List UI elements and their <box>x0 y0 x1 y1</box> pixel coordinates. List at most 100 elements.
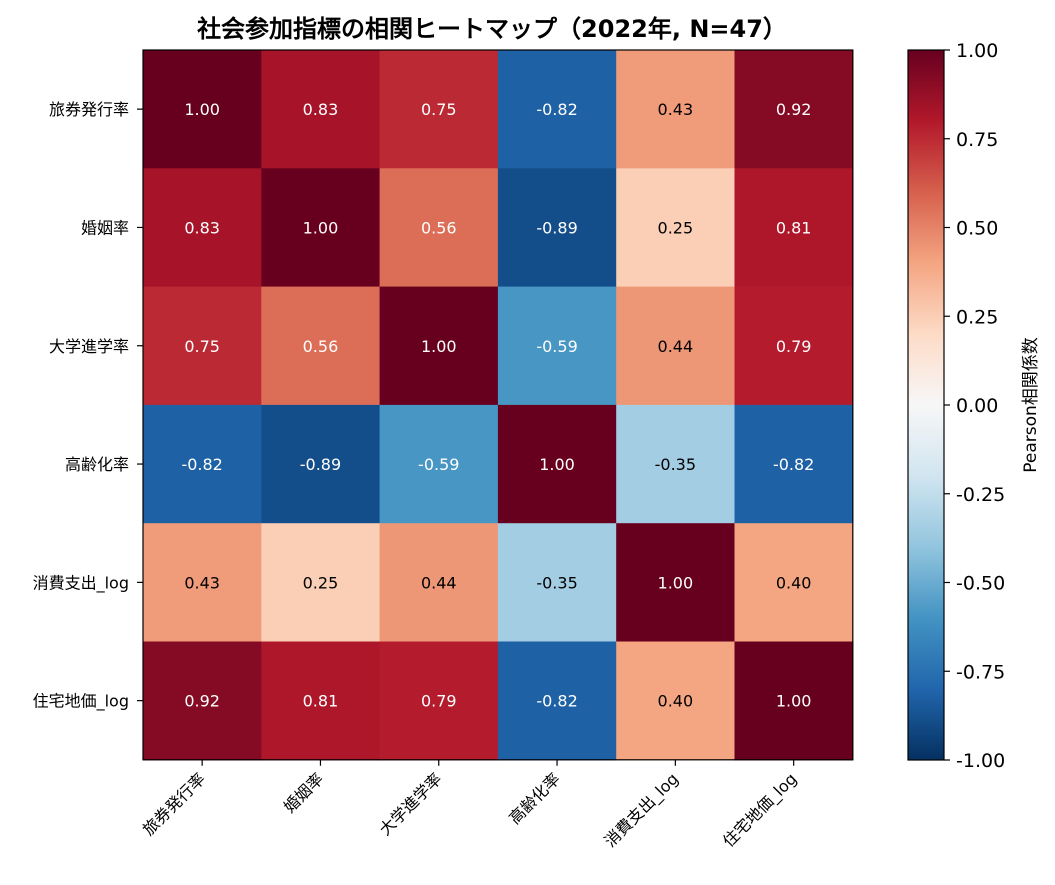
heatmap-cell <box>143 50 262 169</box>
colorbar-tick-label: -0.50 <box>956 573 1005 595</box>
cell-value-label: 1.00 <box>303 218 339 237</box>
heatmap-cell <box>734 286 854 406</box>
heatmap-cell <box>734 641 854 761</box>
cell-value-label: 1.00 <box>539 455 575 474</box>
x-tick-label: 旅券発行率 <box>139 769 209 839</box>
heatmap-cell <box>379 168 499 288</box>
cell-value-label: 1.00 <box>421 337 457 356</box>
heatmap-cell <box>261 50 381 169</box>
x-tick-label: 住宅地価_log <box>719 769 801 851</box>
colorbar-tick-label: 0.75 <box>956 129 998 151</box>
heatmap-cell <box>616 286 736 406</box>
colorbar-tick-label: -1.00 <box>956 750 1005 772</box>
cell-value-label: -0.59 <box>418 455 459 474</box>
heatmap-cell <box>143 286 262 406</box>
cell-value-label: -0.35 <box>655 455 696 474</box>
heatmap-cell <box>497 404 617 524</box>
cell-value-label: 0.25 <box>658 218 694 237</box>
colorbar-gradient <box>907 49 945 761</box>
heatmap-cell <box>616 641 736 761</box>
y-tick-label: 婚姻率 <box>81 218 129 237</box>
x-tick-label: 大学進学率 <box>376 769 446 839</box>
x-tick-label: 婚姻率 <box>280 769 327 816</box>
heatmap-cell <box>734 404 854 524</box>
heatmap-cell <box>734 50 854 169</box>
heatmap-cell <box>497 50 617 169</box>
heatmap-cell <box>616 50 736 169</box>
heatmap-cell <box>143 168 262 288</box>
y-tick-label: 消費支出_log <box>33 573 129 593</box>
heatmap-cell <box>261 641 381 761</box>
cell-value-label: 0.44 <box>658 337 694 356</box>
cell-value-label: -0.82 <box>773 455 814 474</box>
heatmap-cell <box>497 168 617 288</box>
colorbar-tick-label: -0.25 <box>956 484 1005 506</box>
heatmap-cell <box>379 641 499 761</box>
cell-value-label: -0.82 <box>181 455 222 474</box>
colorbar-tick-label: 1.00 <box>956 40 998 62</box>
cell-value-label: -0.82 <box>536 100 577 119</box>
colorbar-tick-label: 0.50 <box>956 218 998 240</box>
colorbar-label: Pearson相関係数 <box>1021 337 1041 473</box>
colorbar-tick-label: 0.25 <box>956 306 998 328</box>
cell-value-label: 0.81 <box>303 692 339 711</box>
cell-value-label: 1.00 <box>776 692 812 711</box>
y-tick-label: 住宅地価_log <box>33 692 129 712</box>
cell-value-label: 0.79 <box>776 337 812 356</box>
cell-value-label: 0.43 <box>658 100 694 119</box>
heatmap-cell <box>143 641 262 761</box>
heatmap-cell <box>734 168 854 288</box>
cell-value-label: 0.83 <box>303 100 339 119</box>
y-tick-label: 高齢化率 <box>65 455 129 474</box>
heatmap-cell <box>497 523 617 643</box>
heatmap-cell <box>143 404 262 524</box>
heatmap-cell-labels: 1.00 0.83 0.75 -0.82 0.43 0.92 0.83 1.00 0.56 -0.… <box>181 100 814 711</box>
chart-title: 社会参加指標の相関ヒートマップ（2022年, N=47） <box>197 15 787 43</box>
heatmap-cell <box>261 523 381 643</box>
cell-value-label: 0.44 <box>421 573 457 592</box>
heatmap-cells <box>142 49 854 761</box>
cell-value-label: -0.89 <box>300 455 341 474</box>
cell-value-label: 0.25 <box>303 573 339 592</box>
cell-value-label: 0.56 <box>421 218 457 237</box>
x-tick-label: 高齢化率 <box>505 769 564 828</box>
heatmap-frame <box>142 49 854 761</box>
cell-value-label: 0.56 <box>303 337 339 356</box>
cell-value-label: 0.92 <box>776 100 812 119</box>
cell-value-label: -0.35 <box>536 573 577 592</box>
heatmap-cell <box>379 404 499 524</box>
heatmap-cell <box>616 523 736 643</box>
cell-value-label: 0.83 <box>184 218 220 237</box>
heatmap-cell <box>616 404 736 524</box>
heatmap-cell <box>379 50 499 169</box>
cell-value-label: -0.82 <box>536 692 577 711</box>
heatmap-cell <box>379 286 499 406</box>
cell-value-label: 0.75 <box>184 337 220 356</box>
colorbar-tick-label: -0.75 <box>956 661 1005 683</box>
heatmap-cell <box>497 286 617 406</box>
cell-value-label: 0.79 <box>421 692 457 711</box>
cell-value-label: -0.59 <box>536 337 577 356</box>
cell-value-label: 0.75 <box>421 100 457 119</box>
colorbar: 1.00 0.75 0.50 0.25 0.00 -0.25 -0.50 -0.75 -1.00 <box>907 40 1005 772</box>
cell-value-label: 1.00 <box>658 573 694 592</box>
heatmap-cell <box>143 523 262 643</box>
cell-value-label: 0.92 <box>184 692 220 711</box>
y-tick-label: 旅券発行率 <box>49 100 129 119</box>
cell-value-label: 0.40 <box>776 573 812 592</box>
heatmap-cell <box>261 404 381 524</box>
heatmap-cell <box>616 168 736 288</box>
heatmap-cell <box>734 523 854 643</box>
cell-value-label: 0.81 <box>776 218 812 237</box>
cell-value-label: 1.00 <box>184 100 220 119</box>
colorbar-tick-label: 0.00 <box>956 395 998 417</box>
cell-value-label: 0.40 <box>658 692 694 711</box>
heatmap-cell <box>379 523 499 643</box>
heatmap-cell <box>497 641 617 761</box>
heatmap-cell <box>261 286 381 406</box>
cell-value-label: -0.89 <box>536 218 577 237</box>
cell-value-label: 0.43 <box>184 573 220 592</box>
y-tick-label: 大学進学率 <box>49 337 129 356</box>
